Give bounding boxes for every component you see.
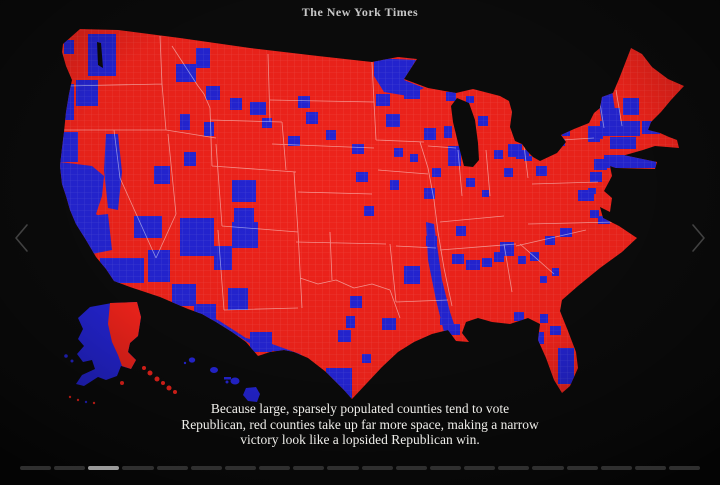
progress-segment-14[interactable] — [464, 466, 496, 470]
progress-segment-6[interactable] — [190, 466, 222, 470]
carousel-progress — [20, 466, 701, 470]
caption-line: Republican, red counties take up far mor… — [181, 416, 539, 432]
progress-segment-9[interactable] — [293, 466, 325, 470]
progress-segment-17[interactable] — [566, 466, 598, 470]
progress-segment-15[interactable] — [498, 466, 530, 470]
caption-line: Because large, sparsely populated counti… — [210, 401, 510, 416]
progress-segment-13[interactable] — [429, 466, 462, 470]
caption-line: victory look like a lopsided Republican … — [240, 432, 480, 448]
progress-segment-1[interactable] — [20, 466, 52, 470]
progress-segment-10[interactable] — [327, 466, 359, 470]
progress-segment-12[interactable] — [395, 466, 427, 470]
progress-segment-4[interactable] — [122, 466, 154, 470]
progress-segment-5[interactable] — [156, 466, 188, 470]
progress-segment-2[interactable] — [54, 466, 86, 470]
progress-segment-19[interactable] — [634, 466, 666, 470]
progress-segment-20[interactable] — [668, 466, 701, 470]
progress-segment-3[interactable] — [88, 466, 120, 470]
progress-segment-18[interactable] — [600, 466, 632, 470]
progress-segment-16[interactable] — [532, 466, 564, 470]
progress-segment-11[interactable] — [361, 466, 393, 470]
progress-segment-7[interactable] — [224, 466, 257, 470]
progress-segment-8[interactable] — [259, 466, 291, 470]
slide-caption: Because large, sparsely populated counti… — [110, 401, 610, 448]
